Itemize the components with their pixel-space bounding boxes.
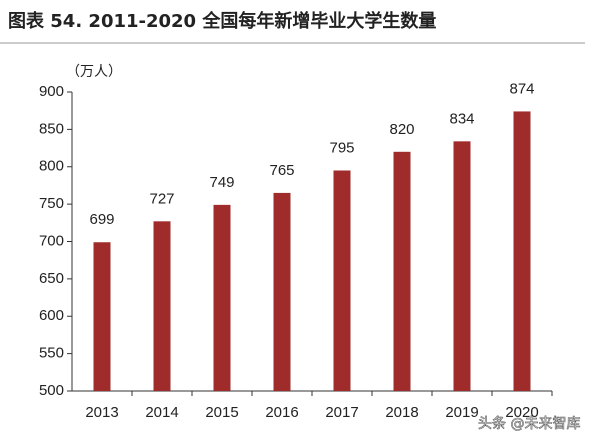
bar [153,221,171,391]
y-tick-label: 750 [39,195,64,212]
bar [513,111,531,391]
value-label: 727 [149,190,174,207]
bar [213,204,231,391]
value-label: 874 [509,80,534,97]
y-unit-label: （万人） [66,64,122,80]
value-label: 749 [209,174,234,191]
value-label: 834 [449,110,474,127]
watermark: 头条 @未来智库 [478,415,580,432]
x-tick-label: 2016 [265,404,298,421]
bar [453,141,471,391]
bar [93,242,111,391]
bar [393,151,411,391]
bar [273,192,291,391]
x-tick-label: 2013 [85,404,118,421]
x-tick-label: 2017 [325,404,358,421]
chart-title: 图表 54. 2011-2020 全国每年新增毕业大学生数量 [8,10,436,32]
x-tick-label: 2020 [505,404,538,421]
x-tick-label: 2019 [445,404,478,421]
x-tick-label: 2014 [145,404,178,421]
x-tick-label: 2015 [205,404,238,421]
y-tick-label: 500 [39,382,64,399]
bar [333,170,351,391]
y-tick-label: 700 [39,232,64,249]
y-tick-label: 900 [39,83,64,100]
y-tick-label: 800 [39,158,64,175]
value-label: 765 [269,162,294,179]
value-label: 699 [89,211,114,228]
y-tick-label: 550 [39,345,64,362]
value-label: 795 [329,139,354,156]
value-label: 820 [389,121,414,138]
y-tick-label: 600 [39,307,64,324]
y-tick-label: 850 [39,120,64,137]
x-tick-label: 2018 [385,404,418,421]
y-tick-label: 650 [39,270,64,287]
